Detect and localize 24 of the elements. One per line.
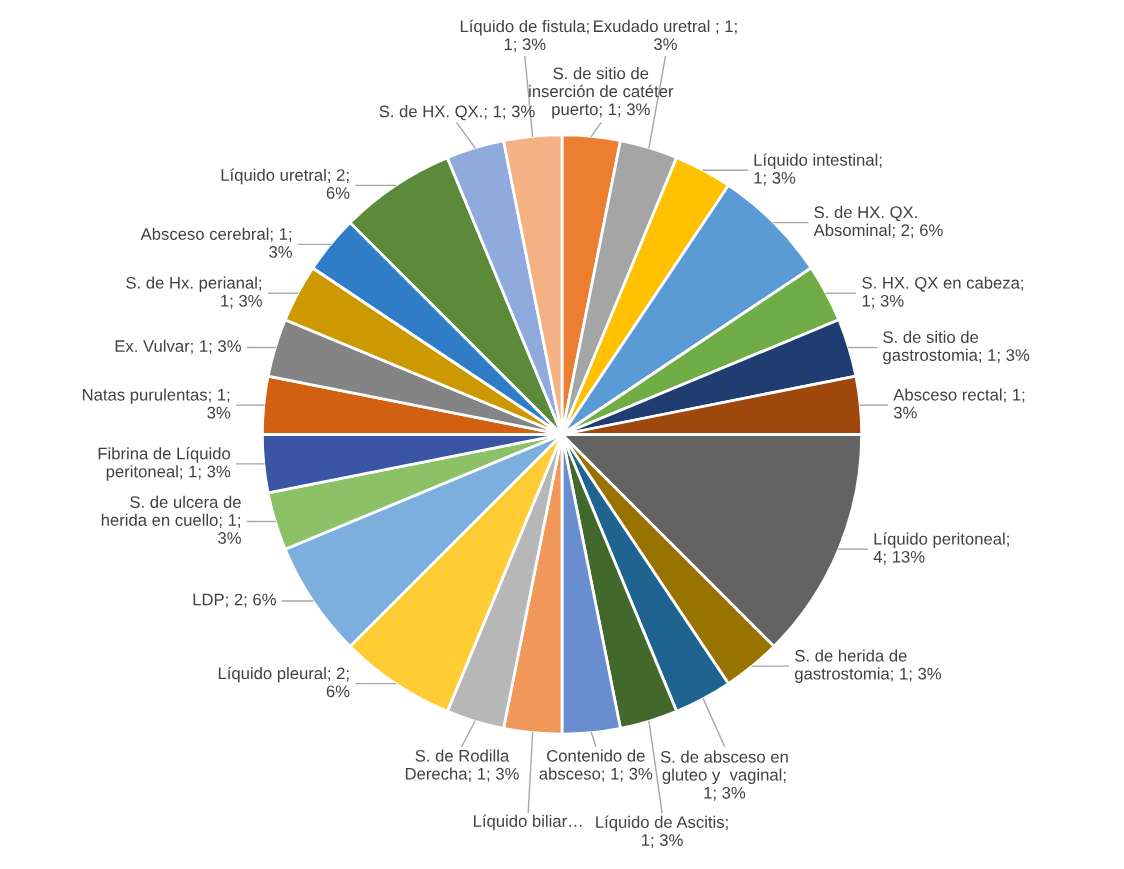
slice-label: Líquido intestinal; 1; 3% (754, 153, 882, 186)
slice-label: LDP; 2; 6% (193, 593, 276, 608)
slice-label: S. de HX. QX. Absominal; 2; 6% (813, 205, 943, 239)
slice-label: Líquido peritoneal; 4; 13% (873, 532, 1009, 565)
slice-label: Absceso cerebral; 1; 3% (140, 227, 292, 258)
slice-label: Líquido biliar… (474, 814, 582, 831)
slice-label: S. de sitio de gastrostomia; 1; 3% (883, 330, 1030, 365)
slice-label: Ex. Vulvar; 1; 3% (115, 339, 241, 354)
slice-label: Líquido uretral; 2; 6% (221, 168, 350, 199)
slice-label: S. de ulcera de herida en cuello; 1; 3% (101, 495, 241, 544)
slice-label: Absceso rectal; 1; 3% (893, 388, 1025, 419)
slice-label: S. de Hx. perianal; 1; 3% (126, 276, 262, 309)
slice-label: S. de absceso en gluteo y vaginal; 1; 3% (660, 750, 788, 801)
slice-label: Líquido pleural; 2; 6% (218, 666, 350, 698)
slice-label: Natas purulentas; 1; 3% (82, 388, 231, 419)
slice-label: Exudado uretral ; 1; 3% (594, 19, 737, 51)
slice-label: S. HX. QX en cabeza; 1; 3% (862, 276, 1024, 309)
slice-label: Líquido de fistula; 1; 3% (460, 19, 589, 53)
slice-label: Contenido de absceso; 1; 3% (539, 749, 653, 782)
slice-label: S. de Rodilla Derecha; 1; 3% (405, 749, 519, 782)
slice-label: S. de HX. QX.; 1; 3% (379, 105, 535, 121)
slice-label: Líquido de Ascitis; 1; 3% (596, 815, 728, 848)
slice-label: Fibrina de Líquido peritoneal; 1; 3% (98, 447, 231, 481)
slice-label: S. de herida de gastrostomia; 1; 3% (795, 649, 942, 683)
